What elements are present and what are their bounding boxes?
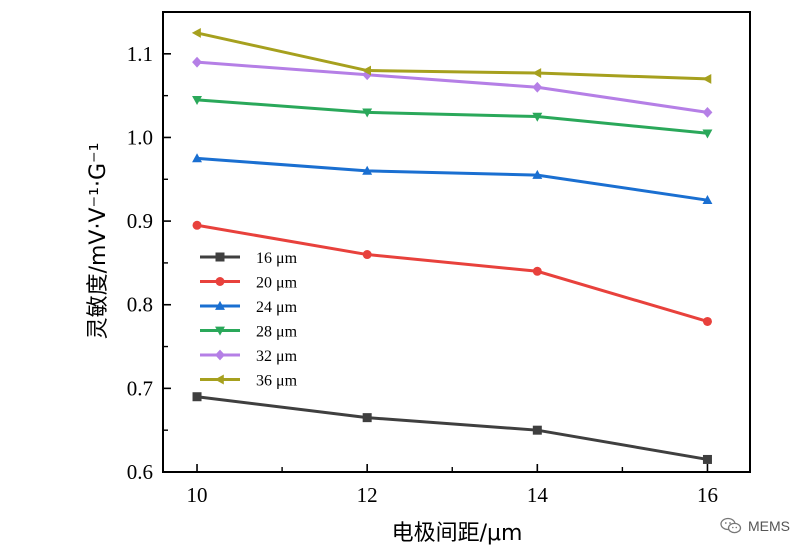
legend-marker (215, 300, 225, 310)
legend-item: 16 μm (200, 250, 298, 267)
x-axis-title: 电极间距/μm (392, 521, 523, 546)
y-tick-label: 1.0 (127, 125, 153, 149)
legend-label: 16 μm (256, 250, 298, 267)
series-line (196, 395, 708, 461)
series-0 (192, 392, 712, 464)
y-axis-title: 灵敏度/mV·V⁻¹·G⁻¹ (86, 143, 111, 340)
series-5 (191, 27, 712, 84)
legend-label: 32 μm (256, 348, 298, 365)
data-point (192, 392, 202, 402)
data-point (532, 266, 542, 276)
data-point (192, 56, 202, 68)
series-1 (192, 220, 712, 326)
x-tick-label: 16 (697, 483, 718, 507)
plot-frame (162, 11, 751, 473)
watermark-text: MEMS (748, 518, 790, 534)
data-point (362, 250, 372, 260)
legend-marker (214, 374, 224, 385)
legend-label: 24 μm (256, 299, 298, 316)
legend-marker (215, 349, 225, 361)
y-tick-label: 0.9 (127, 209, 153, 233)
y-tick-label: 0.6 (127, 460, 153, 484)
x-tick-label: 10 (187, 483, 208, 507)
watermark: MEMS (720, 517, 790, 535)
data-point (191, 27, 201, 38)
legend: 16 μm 20 μm 24 μm 28 μm 32 μm 36 μm (200, 250, 298, 390)
legend-marker (215, 326, 225, 336)
y-tick-label: 0.8 (127, 293, 153, 317)
series-line (196, 60, 708, 114)
data-point (192, 153, 202, 163)
data-point (532, 68, 542, 79)
legend-label: 20 μm (256, 275, 298, 292)
data-point (362, 413, 372, 423)
legend-marker (215, 277, 225, 286)
data-point (702, 106, 713, 118)
series-3 (192, 95, 713, 139)
data-point (702, 129, 713, 139)
data-point (532, 169, 543, 179)
data-point (362, 108, 373, 118)
series-line (196, 31, 708, 81)
series-line (196, 98, 708, 135)
series-line (196, 223, 708, 323)
legend-item: 36 μm (200, 373, 298, 390)
data-point (192, 95, 202, 105)
data-point (532, 81, 543, 93)
data-point (362, 165, 373, 175)
data-point (702, 73, 712, 84)
series-line (196, 156, 708, 202)
axes: 10 12 14 16 0.6 0.7 0.8 0.9 1.0 1.1 (127, 11, 751, 507)
x-tick-label: 12 (357, 483, 378, 507)
data-point (702, 316, 712, 326)
legend-label: 28 μm (256, 324, 298, 341)
series-2 (192, 153, 713, 205)
data-point (361, 65, 371, 76)
legend-item: 20 μm (200, 275, 298, 292)
legend-marker (215, 252, 225, 262)
data-point (702, 454, 712, 464)
data-point (532, 425, 542, 435)
data-point (532, 112, 543, 122)
legend-item: 32 μm (200, 348, 298, 365)
wechat-icon (720, 517, 742, 534)
data-point (192, 220, 202, 230)
data-point (702, 195, 713, 205)
x-tick-label: 14 (527, 483, 549, 507)
legend-label: 36 μm (256, 373, 298, 390)
series-layer (191, 27, 713, 464)
series-4 (192, 56, 713, 118)
y-tick-label: 0.7 (127, 376, 153, 400)
legend-item: 28 μm (200, 324, 298, 341)
y-tick-label: 1.1 (127, 42, 153, 66)
legend-item: 24 μm (200, 299, 298, 316)
